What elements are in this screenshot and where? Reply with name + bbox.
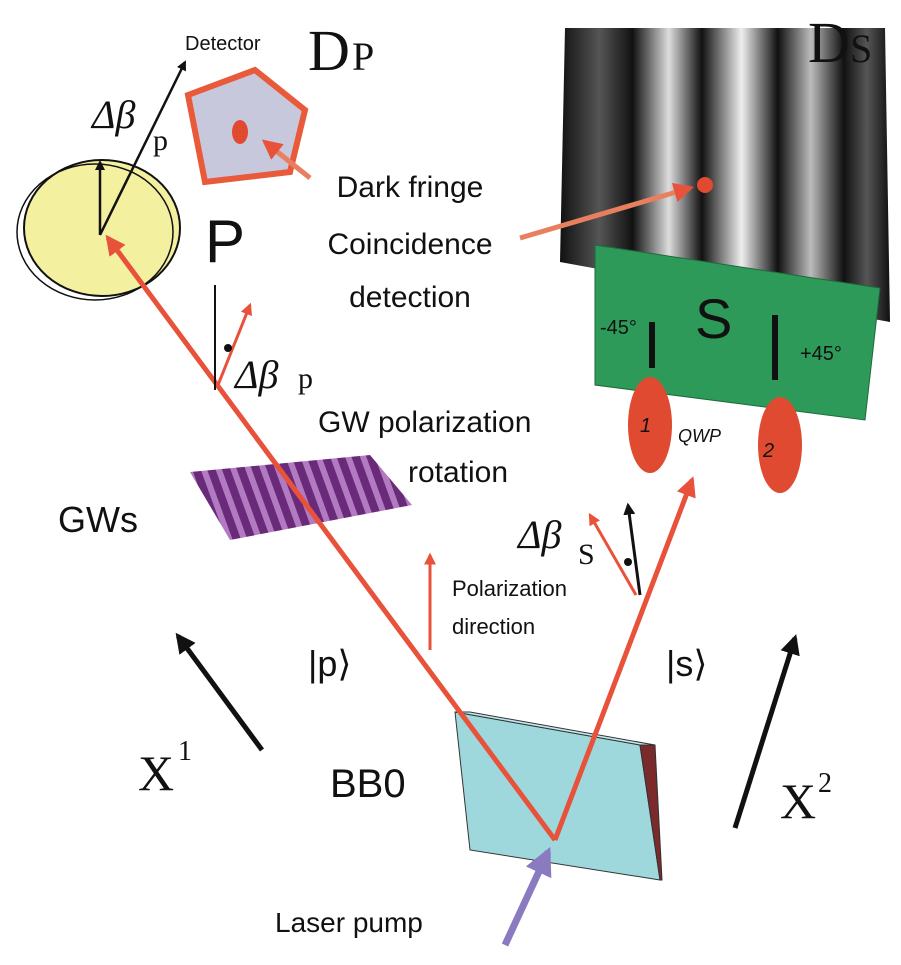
rotated-arrow bbox=[588, 512, 638, 596]
axis-arrow bbox=[732, 634, 800, 829]
screen-label: S bbox=[695, 287, 732, 350]
delta-subscript: p bbox=[153, 124, 168, 157]
note-line: Polarization bbox=[452, 576, 567, 601]
axis-arrow bbox=[175, 632, 265, 752]
detector-subscript: P bbox=[352, 34, 374, 79]
polarization-arrow bbox=[623, 502, 642, 596]
axis-symbol: X bbox=[780, 773, 816, 829]
plate-number: 1 bbox=[640, 415, 651, 437]
state-label: |s⟩ bbox=[666, 643, 707, 684]
qwp-label: QWP bbox=[678, 426, 721, 446]
polarizer bbox=[23, 159, 181, 297]
crystal bbox=[454, 711, 661, 881]
s-plate bbox=[594, 244, 881, 421]
detector-caption: Detector bbox=[185, 33, 261, 55]
note-line: rotation bbox=[408, 456, 508, 489]
fringe-screen bbox=[560, 28, 890, 322]
qwp-plate bbox=[628, 377, 672, 473]
axis-symbol: X bbox=[138, 745, 174, 801]
detector-symbol: D bbox=[308, 18, 350, 83]
axis-superscript: 2 bbox=[818, 768, 832, 799]
beam-p bbox=[105, 234, 558, 842]
note-line: direction bbox=[452, 614, 535, 639]
beam-s bbox=[552, 476, 696, 841]
polarizer-label: P bbox=[205, 208, 245, 275]
polarization-arrow bbox=[98, 60, 187, 236]
note-line: GW polarization bbox=[318, 406, 531, 439]
pump-beam bbox=[501, 846, 552, 947]
pump-label: Laser pump bbox=[275, 907, 423, 938]
note-line: Coincidence bbox=[327, 228, 492, 261]
dark-spot bbox=[697, 177, 713, 193]
delta-subscript: p bbox=[298, 362, 313, 395]
delta-symbol: Δβ bbox=[90, 92, 135, 137]
note-line: Dark fringe bbox=[337, 171, 484, 204]
angle-label: +45° bbox=[800, 343, 842, 365]
state-label: |p⟩ bbox=[308, 643, 351, 684]
pointer bbox=[261, 139, 312, 180]
detector-symbol: D bbox=[808, 10, 850, 75]
angle-label: -45° bbox=[600, 317, 637, 339]
axis-superscript: 1 bbox=[178, 736, 192, 767]
dot bbox=[624, 558, 632, 566]
delta-symbol: Δβ bbox=[233, 352, 278, 397]
gws-label: GWs bbox=[58, 499, 138, 540]
crystal-side bbox=[639, 744, 663, 881]
rotated-arrow bbox=[216, 302, 253, 386]
dark-spot bbox=[232, 120, 248, 144]
delta-subscript: S bbox=[578, 538, 595, 571]
qwp-plate bbox=[758, 397, 802, 493]
delta-symbol: Δβ bbox=[516, 512, 561, 557]
crystal-label: BB0 bbox=[330, 762, 406, 806]
note-line: detection bbox=[349, 281, 471, 314]
dot bbox=[224, 344, 232, 352]
pointer bbox=[519, 182, 694, 241]
plate-number: 2 bbox=[762, 440, 774, 462]
detector-subscript: S bbox=[850, 26, 872, 71]
